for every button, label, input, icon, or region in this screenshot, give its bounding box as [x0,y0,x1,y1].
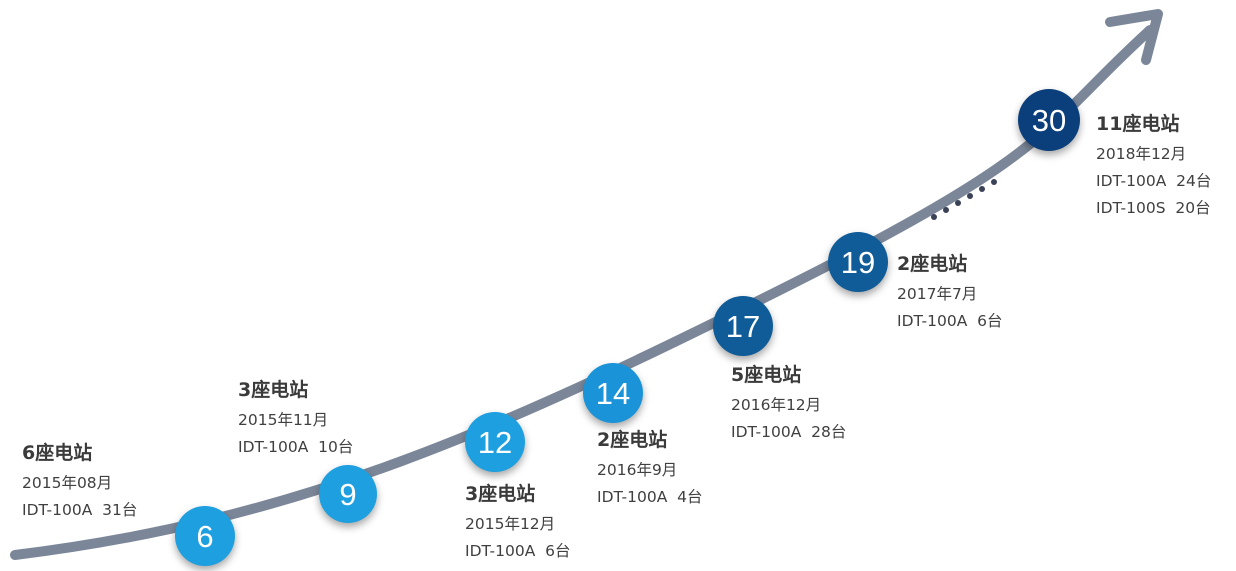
ellipsis-dot [955,200,961,206]
model-label: IDT-100A 6台 [897,312,1003,330]
ellipsis-dot [991,179,997,185]
ellipsis-dot [931,214,937,220]
date-label: 2017年7月 [897,285,978,303]
model-label: IDT-100A 6台 [465,542,571,560]
station-count-label: 6座电站 [22,442,93,464]
model-label: IDT-100A 28台 [731,423,847,441]
date-label: 2015年08月 [22,474,113,492]
milestone-node-7: 30 [1018,89,1080,151]
milestone-info-1: 6座电站 2015年08月 IDT-100A 31台 [22,441,137,524]
station-count-label: 3座电站 [465,483,536,505]
milestone-node-2: 9 [319,465,377,523]
milestone-node-3: 12 [465,412,525,472]
ellipsis-dot [979,186,985,192]
date-label: 2015年11月 [238,411,329,429]
milestone-info-5: 5座电站 2016年12月 IDT-100A 28台 [731,363,846,446]
model-label: IDT-100A 31台 [22,501,138,519]
model-label: IDT-100A 10台 [238,438,354,456]
station-count-label: 5座电站 [731,364,802,386]
arrow-head-icon [1105,9,1163,65]
milestone-node-4: 14 [583,363,643,423]
milestone-info-3: 3座电站 2015年12月 IDT-100A 6台 [465,482,571,565]
date-label: 2018年12月 [1096,145,1187,163]
station-count-label: 3座电站 [238,379,309,401]
date-label: 2016年9月 [597,461,678,479]
station-count-label: 2座电站 [897,253,968,275]
milestone-node-6: 19 [828,232,888,292]
model-label: IDT-100A 4台 [597,488,703,506]
ellipsis-dots [931,179,997,220]
milestone-info-6: 2座电站 2017年7月 IDT-100A 6台 [897,252,1003,335]
date-label: 2015年12月 [465,515,556,533]
milestone-info-2: 3座电站 2015年11月 IDT-100A 10台 [238,378,353,461]
milestone-node-5: 17 [713,296,773,356]
station-count-label: 2座电站 [597,429,668,451]
milestone-node-1: 6 [175,506,235,566]
milestone-info-4: 2座电站 2016年9月 IDT-100A 4台 [597,428,703,511]
model-label: IDT-100S 20台 [1096,199,1211,217]
milestone-info-7: 11座电站 2018年12月 IDT-100A 24台 IDT-100S 20台 [1096,112,1211,222]
ellipsis-dot [943,207,949,213]
model-label: IDT-100A 24台 [1096,172,1212,190]
ellipsis-dot [967,193,973,199]
date-label: 2016年12月 [731,396,822,414]
station-count-label: 11座电站 [1096,113,1180,135]
